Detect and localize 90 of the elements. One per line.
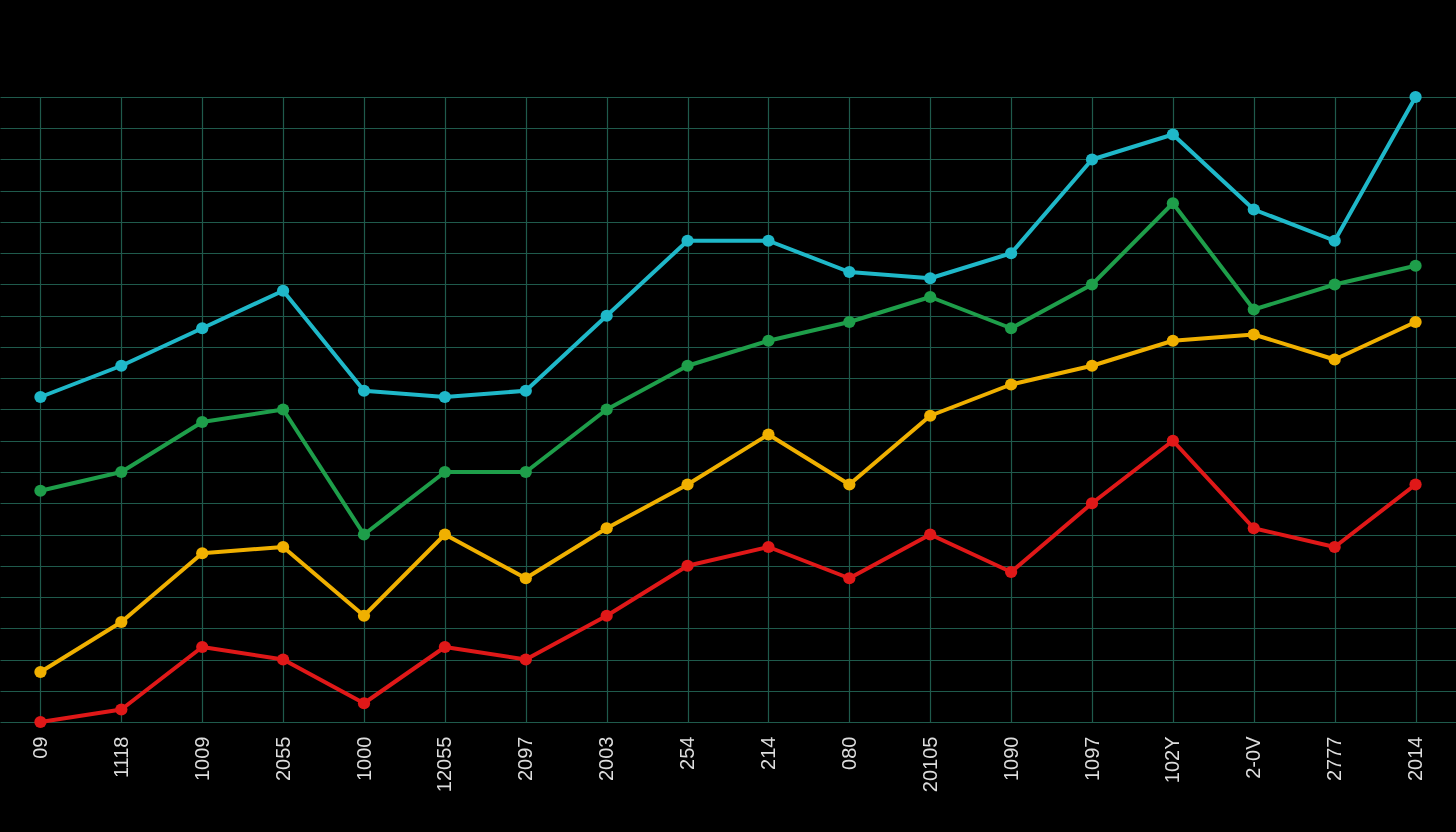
point bbox=[196, 322, 209, 335]
point bbox=[357, 697, 371, 710]
point bbox=[357, 384, 371, 397]
point bbox=[600, 309, 613, 322]
point bbox=[196, 640, 209, 654]
point bbox=[34, 665, 47, 679]
point bbox=[843, 478, 856, 491]
point bbox=[1085, 497, 1099, 510]
point bbox=[681, 559, 694, 572]
point bbox=[115, 615, 128, 629]
point bbox=[519, 653, 532, 666]
point bbox=[681, 234, 694, 247]
x-tick-label: 2097 bbox=[514, 736, 537, 781]
x-tick-label: 2003 bbox=[595, 736, 618, 781]
point bbox=[1004, 322, 1018, 335]
point bbox=[1085, 153, 1099, 166]
point bbox=[34, 715, 47, 729]
point bbox=[438, 640, 452, 654]
point bbox=[276, 403, 290, 416]
point bbox=[1166, 434, 1180, 447]
x-tick-label: 1118 bbox=[109, 736, 132, 779]
point bbox=[1247, 303, 1260, 316]
x-tick-label: 1090 bbox=[999, 736, 1022, 781]
x-tick-label: 2777 bbox=[1323, 736, 1346, 781]
point bbox=[681, 359, 694, 372]
point bbox=[600, 403, 613, 416]
point bbox=[1004, 565, 1018, 579]
x-tick-label: 1097 bbox=[1080, 736, 1103, 781]
point bbox=[762, 234, 775, 247]
x-tick-label: 214 bbox=[756, 736, 779, 770]
point bbox=[762, 428, 775, 441]
point bbox=[519, 384, 532, 397]
point bbox=[1247, 203, 1260, 216]
point bbox=[1409, 90, 1422, 104]
point bbox=[519, 572, 532, 585]
point bbox=[357, 609, 371, 622]
point bbox=[115, 703, 128, 716]
x-tick-label: 20105 bbox=[918, 736, 941, 793]
point bbox=[1409, 478, 1422, 491]
point bbox=[600, 609, 613, 622]
point bbox=[438, 528, 452, 541]
point bbox=[276, 284, 290, 297]
point bbox=[762, 334, 775, 347]
point bbox=[1166, 128, 1180, 141]
point bbox=[843, 265, 856, 279]
point bbox=[1409, 259, 1422, 272]
x-tick-label: 102Y bbox=[1161, 736, 1184, 784]
point bbox=[1085, 359, 1099, 372]
point bbox=[276, 540, 290, 554]
point bbox=[600, 522, 613, 535]
point bbox=[843, 315, 856, 329]
x-tick-label: 2055 bbox=[271, 736, 294, 781]
point bbox=[1085, 278, 1099, 291]
x-tick-label: 2014 bbox=[1404, 736, 1427, 781]
point bbox=[924, 272, 937, 285]
point bbox=[1328, 234, 1341, 247]
point bbox=[843, 572, 856, 585]
point bbox=[34, 484, 47, 497]
x-tick-label: 254 bbox=[676, 736, 699, 770]
point bbox=[1004, 378, 1018, 391]
point bbox=[438, 390, 452, 404]
point bbox=[1166, 197, 1180, 210]
point bbox=[762, 540, 775, 554]
point bbox=[1328, 353, 1341, 366]
x-tick-label: 09 bbox=[28, 736, 51, 759]
x-tick-label: 1009 bbox=[190, 736, 213, 781]
point bbox=[681, 478, 694, 491]
x-tick-label: 080 bbox=[837, 736, 860, 770]
point bbox=[1328, 278, 1341, 291]
x-tick-label: 2-0V bbox=[1242, 735, 1265, 779]
point bbox=[34, 390, 47, 404]
point bbox=[924, 290, 937, 304]
point bbox=[1247, 328, 1260, 341]
point bbox=[115, 359, 128, 372]
point bbox=[1166, 334, 1180, 347]
point bbox=[1004, 247, 1018, 260]
point bbox=[924, 528, 937, 541]
point bbox=[357, 528, 371, 541]
x-tick-label: 1000 bbox=[352, 736, 375, 781]
point bbox=[519, 465, 532, 479]
point bbox=[1409, 315, 1422, 329]
point bbox=[924, 409, 937, 422]
point bbox=[1328, 540, 1341, 554]
point bbox=[115, 465, 128, 479]
point bbox=[276, 653, 290, 666]
point bbox=[196, 415, 209, 429]
point bbox=[1247, 522, 1260, 535]
point bbox=[438, 465, 452, 479]
x-tick-label: 12055 bbox=[433, 736, 456, 793]
point bbox=[196, 547, 209, 560]
